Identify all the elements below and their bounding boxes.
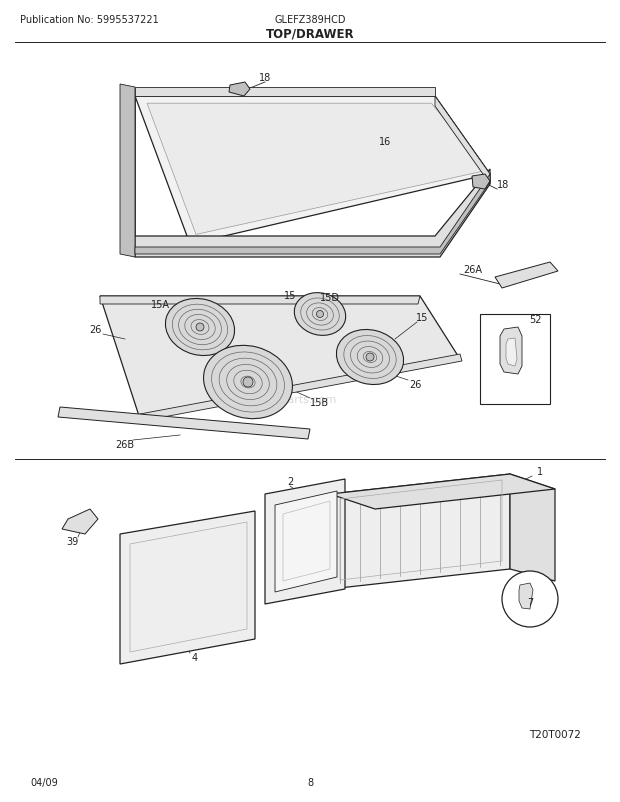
Polygon shape bbox=[100, 297, 420, 305]
Text: 26A: 26A bbox=[464, 265, 482, 274]
Circle shape bbox=[243, 378, 253, 387]
Text: 15D: 15D bbox=[320, 293, 340, 302]
Polygon shape bbox=[58, 407, 310, 439]
Text: 18: 18 bbox=[259, 73, 271, 83]
Polygon shape bbox=[435, 97, 490, 184]
Polygon shape bbox=[500, 327, 522, 375]
Polygon shape bbox=[62, 509, 98, 534]
Text: ereplacementparts.com: ereplacementparts.com bbox=[203, 395, 337, 404]
Text: T20T0072: T20T0072 bbox=[529, 729, 581, 739]
Text: 16: 16 bbox=[379, 137, 391, 147]
Text: 8: 8 bbox=[307, 777, 313, 787]
Polygon shape bbox=[135, 88, 435, 97]
Ellipse shape bbox=[166, 299, 234, 356]
Text: 26B: 26B bbox=[115, 439, 135, 449]
Text: 39: 39 bbox=[66, 537, 78, 546]
Text: 4: 4 bbox=[192, 652, 198, 662]
Polygon shape bbox=[135, 97, 490, 245]
Text: 1: 1 bbox=[537, 467, 543, 476]
Polygon shape bbox=[510, 475, 555, 581]
Text: TOP/DRAWER: TOP/DRAWER bbox=[266, 27, 354, 40]
Polygon shape bbox=[120, 512, 255, 664]
Text: GLEFZ389HCD: GLEFZ389HCD bbox=[274, 15, 346, 25]
Circle shape bbox=[196, 323, 204, 331]
Polygon shape bbox=[506, 338, 517, 367]
Polygon shape bbox=[135, 170, 490, 257]
Text: Publication No: 5995537221: Publication No: 5995537221 bbox=[20, 15, 159, 25]
Text: 26: 26 bbox=[89, 325, 101, 334]
Text: 7: 7 bbox=[527, 597, 533, 607]
Polygon shape bbox=[330, 475, 555, 509]
Text: 18: 18 bbox=[497, 180, 509, 190]
Polygon shape bbox=[147, 104, 487, 235]
Text: 2: 2 bbox=[287, 476, 293, 486]
Text: 52: 52 bbox=[529, 314, 541, 325]
Polygon shape bbox=[265, 480, 345, 604]
Text: 15A: 15A bbox=[151, 300, 169, 310]
Ellipse shape bbox=[294, 294, 346, 336]
Polygon shape bbox=[275, 492, 337, 592]
Polygon shape bbox=[100, 297, 460, 419]
Ellipse shape bbox=[337, 330, 404, 385]
Bar bbox=[480, 314, 550, 404]
Polygon shape bbox=[472, 175, 490, 190]
Polygon shape bbox=[135, 175, 490, 255]
Text: 04/09: 04/09 bbox=[30, 777, 58, 787]
Ellipse shape bbox=[203, 346, 293, 419]
Text: 26: 26 bbox=[409, 379, 421, 390]
Text: 15: 15 bbox=[284, 290, 296, 301]
Text: 15B: 15B bbox=[311, 398, 330, 407]
Text: 15: 15 bbox=[416, 313, 428, 322]
Polygon shape bbox=[495, 263, 558, 289]
Circle shape bbox=[502, 571, 558, 627]
Polygon shape bbox=[120, 85, 135, 257]
Polygon shape bbox=[519, 583, 533, 610]
Polygon shape bbox=[330, 475, 510, 589]
Circle shape bbox=[366, 354, 374, 362]
Polygon shape bbox=[229, 83, 250, 97]
Circle shape bbox=[316, 311, 324, 318]
Polygon shape bbox=[140, 354, 462, 422]
